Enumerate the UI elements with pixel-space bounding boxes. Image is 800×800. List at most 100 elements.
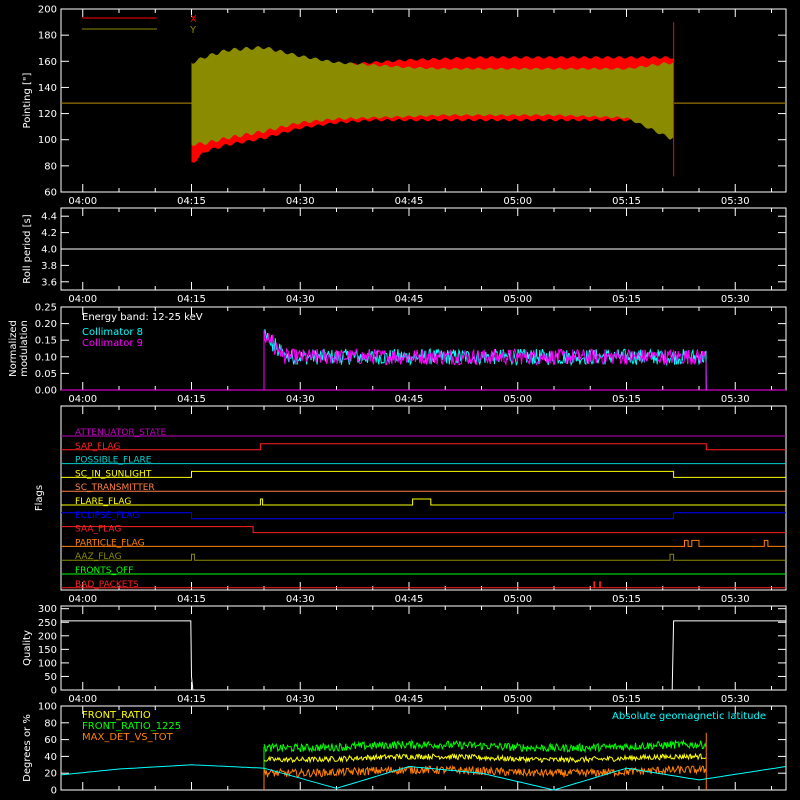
flag-line (61, 512, 786, 520)
panel-1: 04:00 04:15 04:30 04:45 05:00 05:15 05:30 3.6 3.… (22, 207, 787, 305)
x-tick-label: 04:30 (286, 594, 315, 605)
flag-label: FRONTS_OFF (75, 566, 133, 576)
x-tick-label: 05:00 (503, 196, 532, 207)
x-tick-label: 04:45 (395, 594, 424, 605)
flag-line (61, 553, 786, 561)
y-tick-label: 100 (38, 702, 57, 713)
y-tick-label: 50 (44, 672, 57, 683)
y-tick-label: 0 (51, 786, 57, 797)
panel-frame (60, 8, 787, 193)
x-tick-label: 04:00 (68, 294, 97, 305)
y-tick-label: 0.10 (35, 352, 57, 363)
flag-label: SAP_FLAG (75, 442, 120, 452)
x-tick-label: 04:45 (395, 196, 424, 207)
x-tick-label: 05:30 (721, 394, 750, 405)
flag-SAP_FLAG: SAP_FLAG (61, 442, 786, 452)
panel-2: 04:00 04:15 04:30 04:45 05:00 05:15 05:30 0.00 0… (8, 303, 787, 405)
x-tick-label: 04:15 (177, 394, 206, 405)
series-Y (61, 46, 786, 146)
pointing-band (191, 46, 674, 146)
y-tick-label: 0 (51, 686, 57, 697)
y-tick-label: 120 (38, 109, 57, 120)
y-axis-label: Flags (34, 485, 45, 511)
x-tick-label: 04:45 (395, 394, 424, 405)
flag-AAZ_FLAG: AAZ_FLAG (61, 552, 786, 562)
flag-line (61, 470, 786, 478)
panel-3: 04:00 04:15 04:30 04:45 05:00 05:15 05:30 Flags… (34, 405, 787, 605)
x-tick-label: 05:30 (721, 594, 750, 605)
flag-SAA_FLAG: SAA_FLAG (61, 525, 786, 535)
quality-line (61, 620, 786, 691)
y-axis-label: modulation (19, 320, 30, 377)
y-axis-label: Pointing ["] (22, 72, 33, 128)
x-tick-label: 04:00 (68, 394, 97, 405)
x-tick-label: 04:00 (68, 594, 97, 605)
y-tick-label: 3.6 (41, 277, 57, 288)
flag-label: SC_IN_SUNLIGHT (75, 469, 152, 479)
legend-entry: MAX_DET_VS_TOT (82, 732, 174, 743)
flag-label: PARTICLE_FLAG (75, 538, 145, 548)
y-axis-label: Roll period [s] (22, 214, 33, 283)
y-tick-label: 150 (38, 645, 57, 656)
flag-ECLIPSE_FLAG: ECLIPSE_FLAG (61, 511, 786, 521)
x-tick-label: 05:00 (503, 294, 532, 305)
x-tick-label: 04:15 (177, 294, 206, 305)
y-tick-label: 180 (38, 31, 57, 42)
flag-label: AAZ_FLAG (75, 552, 122, 562)
y-tick-label: 140 (38, 83, 57, 94)
legend-entry: Collimator 9 (82, 338, 143, 349)
flag-label: FLARE_FLAG (75, 497, 131, 507)
flag-label: ECLIPSE_FLAG (75, 511, 139, 521)
y-tick-label: 60 (44, 735, 57, 746)
flag-FLARE_FLAG: FLARE_FLAG (61, 497, 786, 507)
series-geomagnetic-latitude (60, 764, 787, 791)
legend-entry: X (190, 14, 197, 25)
y-axis-label: Quality (22, 630, 33, 666)
x-tick-label: 05:30 (721, 196, 750, 207)
y-tick-label: 0.25 (35, 303, 57, 314)
y-tick-label: 4.4 (41, 212, 57, 223)
x-tick-label: 05:15 (612, 196, 641, 207)
y-tick-label: 100 (38, 658, 57, 669)
series-FRONT_RATIO_1225 (263, 738, 707, 754)
y-tick-label: 0.15 (35, 336, 57, 347)
x-tick-label: 05:30 (721, 294, 750, 305)
legend-entry-right: Absolute geomagnetic latitude (612, 711, 766, 722)
flag-label: SC_TRANSMITTER (75, 483, 155, 493)
x-tick-label: 04:30 (286, 294, 315, 305)
x-tick-label: 05:00 (503, 394, 532, 405)
panel-5: 0 20 40 60 80 100 Degrees or % FRONT_RATIOFRONT… (22, 702, 787, 797)
y-axis-label: Normalized (8, 320, 19, 377)
y-tick-label: 4.0 (41, 245, 57, 256)
legend-entry: FRONT_RATIO_1225 (82, 721, 181, 732)
x-tick-label: 04:30 (286, 694, 315, 705)
x-tick-label: 05:00 (503, 594, 532, 605)
y-tick-label: 0.20 (35, 319, 57, 330)
flag-label: BAD_PACKETS (75, 580, 139, 590)
flag-label: POSSIBLE_FLARE (75, 456, 152, 466)
x-tick-label: 04:00 (68, 196, 97, 207)
series-Collimator-8 (263, 329, 707, 391)
legend-entry: Collimator 8 (82, 327, 143, 338)
y-tick-label: 4.2 (41, 228, 57, 239)
flag-SC_IN_SUNLIGHT: SC_IN_SUNLIGHT (61, 469, 786, 479)
flag-BAD_PACKETS: BAD_PACKETS (61, 580, 786, 590)
y-tick-label: 160 (38, 57, 57, 68)
y-tick-label: 0.00 (35, 386, 57, 397)
series-MAX_DET_VS_TOT (263, 764, 707, 778)
flag-line (61, 581, 786, 589)
y-tick-label: 60 (44, 188, 57, 199)
x-tick-label: 05:15 (612, 294, 641, 305)
flag-PARTICLE_FLAG: PARTICLE_FLAG (61, 538, 786, 548)
energy-band-annotation: Energy band: 12-25 keV (82, 312, 203, 323)
x-tick-label: 04:15 (177, 594, 206, 605)
panel-frame (60, 405, 787, 591)
y-tick-label: 300 (38, 604, 57, 615)
panel-4: 04:00 04:15 04:30 04:45 05:00 05:15 05:30 0 50 10… (22, 604, 787, 705)
y-tick-label: 100 (38, 135, 57, 146)
flag-SC_TRANSMITTER: SC_TRANSMITTER (61, 483, 786, 493)
y-tick-label: 200 (38, 631, 57, 642)
x-tick-label: 04:15 (177, 694, 206, 705)
legend-entry: Y (189, 25, 197, 36)
